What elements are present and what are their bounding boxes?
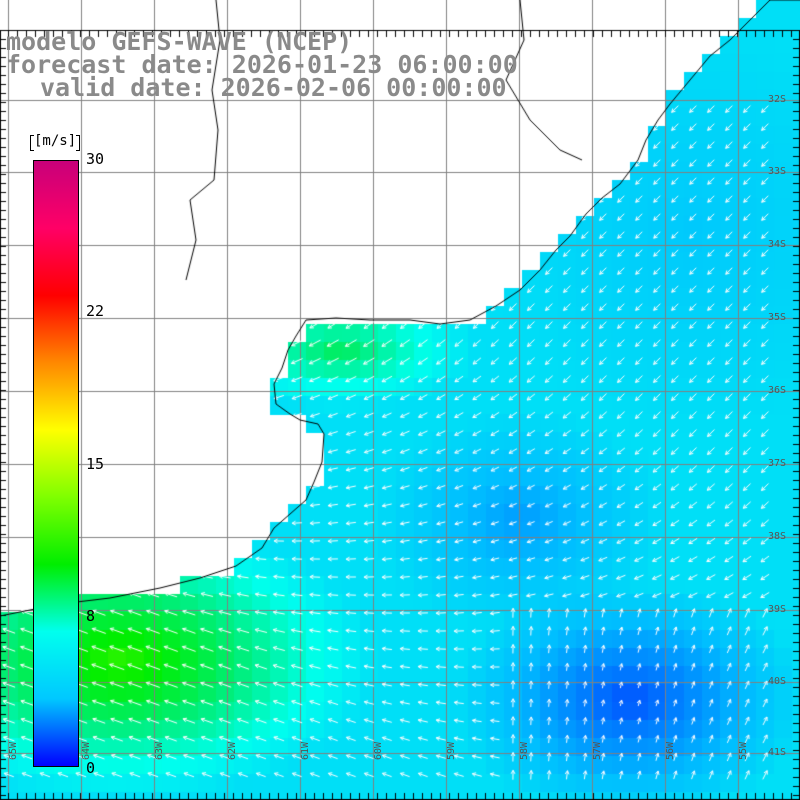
lon-label-57W: 57W xyxy=(592,741,603,760)
colorbar xyxy=(33,160,79,767)
colorbar-units: [m/s] xyxy=(29,133,81,151)
colorbar-tick-30: 30 xyxy=(86,150,105,168)
lon-label-59W: 59W xyxy=(446,741,457,760)
colorbar-tick-8: 8 xyxy=(86,607,96,625)
lat-label-40S: 40S xyxy=(768,676,787,687)
lon-label-64W: 64W xyxy=(81,741,92,760)
lat-label-37S: 37S xyxy=(768,458,787,469)
lat-label-34S: 34S xyxy=(768,239,787,250)
lat-label-36S: 36S xyxy=(768,385,787,396)
lon-label-62W: 62W xyxy=(227,741,238,760)
colorbar-tick-15: 15 xyxy=(86,455,105,473)
lon-label-65W: 65W xyxy=(8,741,19,760)
colorbar-tick-0: 0 xyxy=(86,759,96,777)
lon-label-58W: 58W xyxy=(519,741,530,760)
lat-label-33S: 33S xyxy=(768,166,787,177)
map-title-forecast-date: forecast date: 2026-01-23 06:00:00 xyxy=(6,50,518,79)
lat-label-39S: 39S xyxy=(768,604,787,615)
colorbar-tick-22: 22 xyxy=(86,302,105,320)
lon-label-60W: 60W xyxy=(373,741,384,760)
lat-label-32S: 32S xyxy=(768,94,787,105)
lat-label-38S: 38S xyxy=(768,531,787,542)
lon-label-63W: 63W xyxy=(154,741,165,760)
lon-label-56W: 56W xyxy=(665,741,676,760)
lat-label-35S: 35S xyxy=(768,312,787,323)
lon-label-61W: 61W xyxy=(300,741,311,760)
map-title-model: modelo GEFS-WAVE (NCEP) xyxy=(6,27,353,56)
map-title-valid-date: valid date: 2026-02-06 00:00:00 xyxy=(40,73,507,102)
lat-label-41S: 41S xyxy=(768,747,787,758)
lon-label-55W: 55W xyxy=(738,741,749,760)
